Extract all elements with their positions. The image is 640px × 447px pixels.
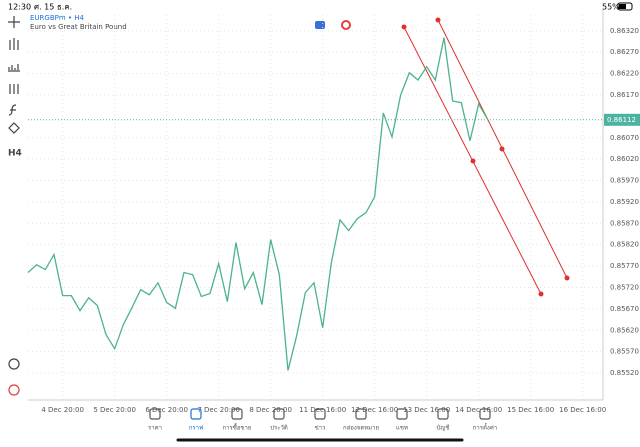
x-tick-label: 7 Dec 20:00 — [197, 406, 240, 414]
function-tool[interactable] — [8, 104, 17, 116]
y-tick-label: 0.85920 — [610, 198, 639, 206]
trend-point[interactable] — [401, 24, 407, 30]
trend-lines — [401, 17, 570, 297]
nav-item[interactable]: กราฟ — [189, 408, 203, 432]
y-tick-label: 0.86020 — [610, 155, 639, 163]
nav-label: กราฟ — [189, 425, 203, 432]
y-tick-label: 0.85570 — [610, 348, 639, 356]
y-tick-label: 0.85670 — [610, 305, 639, 313]
indicators-tool[interactable] — [9, 84, 19, 94]
y-tick-label: 0.85720 — [610, 283, 639, 291]
nav-icon — [479, 408, 491, 420]
trend-point[interactable] — [470, 158, 476, 164]
nav-label: ราคา — [148, 425, 162, 432]
y-tick-label: 0.86220 — [610, 70, 639, 78]
nav-icon — [396, 408, 408, 420]
nav-label: การตั้งค่า — [473, 422, 497, 432]
indicator-icon[interactable] — [341, 20, 351, 30]
y-tick-label: 0.86070 — [610, 134, 639, 142]
nav-item[interactable]: ข่าว — [314, 408, 326, 432]
nav-icon — [273, 408, 285, 420]
x-tick-label: 16 Dec 16:00 — [559, 406, 606, 414]
current-price-box — [604, 113, 640, 126]
nav-icon — [437, 408, 449, 420]
current-price-label: 0.86112 — [607, 116, 636, 124]
symbol-description: Euro vs Great Britain Pound — [30, 23, 127, 31]
nav-item[interactable]: ราคา — [148, 408, 162, 432]
y-tick-label: 0.85620 — [610, 326, 639, 334]
y-tick-label: 0.86170 — [610, 91, 639, 99]
y-tick-label: 0.86320 — [610, 27, 639, 35]
x-tick-label: 8 Dec 20:00 — [249, 406, 292, 414]
trend-point[interactable] — [435, 17, 441, 23]
trade-tool[interactable] — [8, 384, 20, 396]
left-toolbar — [8, 16, 20, 396]
x-tick-label: 13 Dec 16:00 — [403, 406, 450, 414]
nav-label: ข่าว — [315, 425, 326, 432]
trend-point[interactable] — [499, 146, 505, 152]
y-tick-label: 0.85770 — [610, 262, 639, 270]
objects-tool[interactable] — [8, 122, 20, 134]
status-date: ศ. 15 ธ.ค. — [34, 3, 72, 12]
nav-icon — [190, 408, 202, 420]
nav-label: ประวัติ — [270, 425, 288, 432]
nav-item[interactable]: ประวัติ — [270, 408, 288, 432]
y-tick-label: 0.85870 — [610, 219, 639, 227]
nav-label: การซื้อขาย — [223, 422, 252, 432]
nav-item[interactable]: บัญชี — [437, 408, 450, 432]
chart-type-tool[interactable] — [9, 38, 19, 50]
nav-label: กล่องจดหมาย — [343, 425, 379, 432]
trend-point[interactable] — [564, 275, 570, 281]
nav-item[interactable]: การซื้อขาย — [223, 408, 252, 432]
volume-tool[interactable] — [8, 64, 20, 72]
x-tick-label: 6 Dec 20:00 — [145, 406, 188, 414]
trend-point[interactable] — [538, 291, 544, 297]
status-battery: 55% — [602, 3, 620, 12]
nav-icon — [231, 408, 243, 420]
x-tick-label: 5 Dec 20:00 — [93, 406, 136, 414]
battery-icon — [617, 2, 633, 11]
timeframe[interactable]: H4 — [8, 149, 22, 159]
x-tick-label: 14 Dec 16:00 — [455, 406, 502, 414]
symbol[interactable]: EURGBPm • H4 — [30, 14, 85, 22]
y-tick-label: 0.85820 — [610, 241, 639, 249]
nav-icon — [355, 408, 367, 420]
nav-item[interactable]: แชท — [396, 408, 408, 432]
nav-icon — [314, 408, 326, 420]
x-tick-label: 15 Dec 16:00 — [507, 406, 554, 414]
y-tick-label: 0.85970 — [610, 177, 639, 185]
price-line — [27, 37, 488, 371]
x-tick-label: 11 Dec 16:00 — [299, 406, 346, 414]
x-tick-label: 4 Dec 20:00 — [41, 406, 84, 414]
nav-label: บัญชี — [437, 424, 450, 432]
nav-icon — [149, 408, 161, 420]
overview-tool[interactable] — [8, 358, 20, 370]
battery-level — [619, 4, 626, 9]
y-tick-label: 0.85520 — [610, 369, 639, 377]
nav-item[interactable]: กล่องจดหมาย — [343, 408, 379, 432]
indicator-icon[interactable] — [315, 21, 325, 29]
nav-label: แชท — [396, 425, 408, 432]
status-time: 12:30 — [8, 3, 31, 12]
nav-item[interactable]: การตั้งค่า — [473, 408, 497, 432]
x-tick-label: 12 Dec 16:00 — [351, 406, 398, 414]
crosshair-tool[interactable] — [8, 16, 20, 28]
y-tick-label: 0.86270 — [610, 48, 639, 56]
